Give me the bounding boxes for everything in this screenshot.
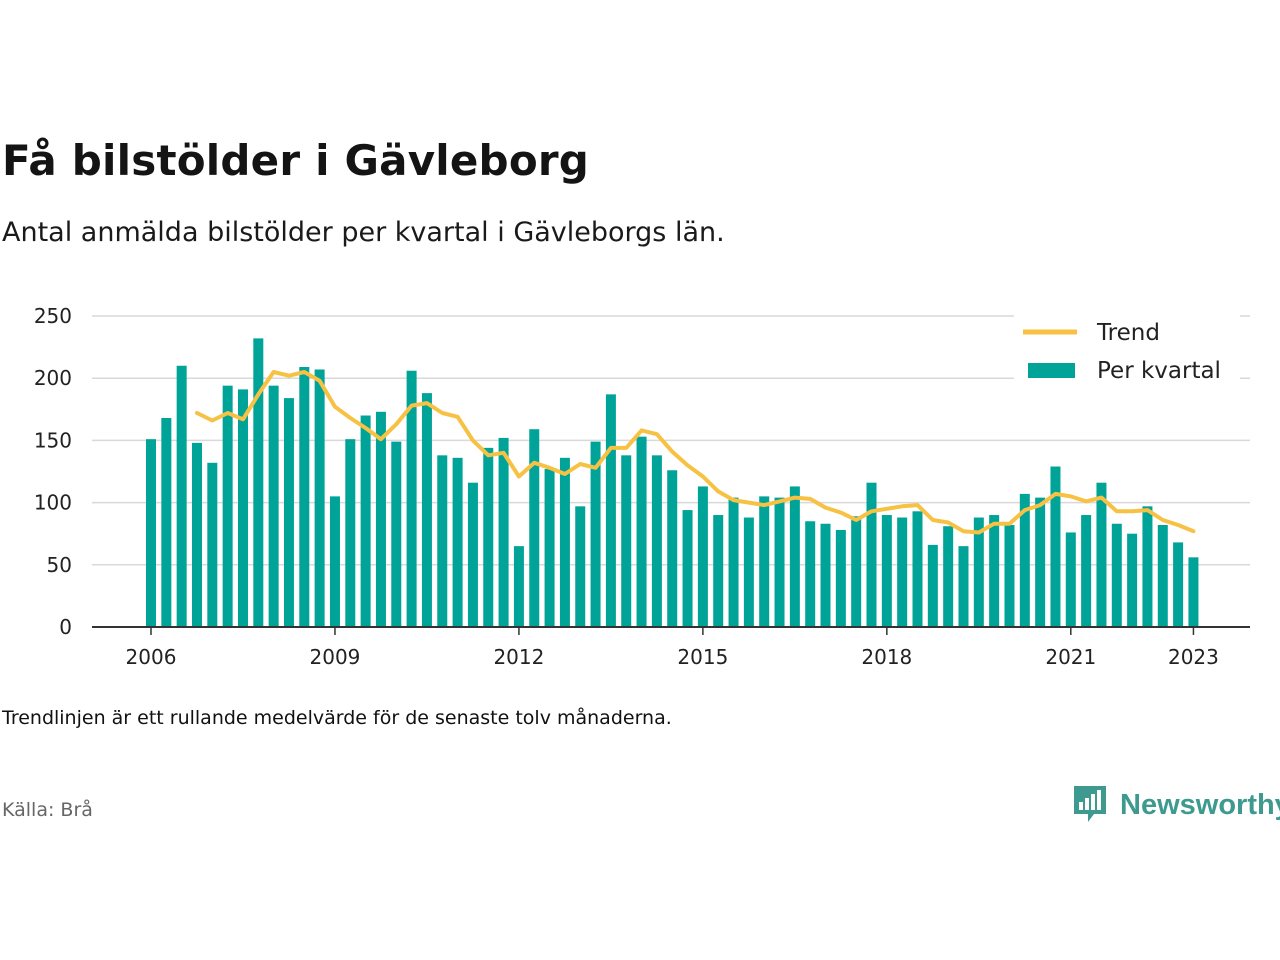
bar: [989, 515, 1000, 627]
bar: [1019, 493, 1030, 627]
bar: [253, 338, 264, 627]
bar: [866, 482, 877, 627]
bar: [774, 497, 785, 627]
bar: [621, 455, 632, 627]
bar-chart-speech-bubble-icon: [1074, 786, 1106, 822]
bar: [191, 442, 202, 627]
bar: [728, 497, 739, 627]
bar: [789, 486, 800, 627]
bar: [851, 516, 862, 627]
bar: [207, 462, 218, 627]
y-tick-label: 200: [34, 366, 72, 390]
bar: [743, 517, 754, 627]
bar: [943, 526, 954, 627]
bar: [529, 429, 540, 627]
bar: [299, 367, 310, 627]
bar: [1004, 524, 1015, 627]
bar: [697, 486, 708, 627]
bar: [452, 457, 463, 627]
bar: [927, 544, 938, 627]
bar: [820, 523, 831, 627]
bar: [897, 517, 908, 627]
bar: [498, 437, 509, 627]
bar: [1142, 506, 1153, 627]
bar: [667, 470, 678, 627]
bar: [1065, 532, 1076, 627]
bar: [345, 439, 356, 627]
bar: [406, 370, 417, 627]
trend-line: [195, 370, 1196, 535]
bar: [314, 369, 325, 627]
bar: [391, 441, 402, 627]
x-tick-label: 2023: [1168, 645, 1219, 669]
bar: [467, 482, 478, 627]
bar: [283, 398, 294, 627]
brand-name: Newsworthy: [1120, 788, 1280, 821]
bar: [835, 529, 846, 627]
bar-line-chart: 0 50 100 150 200 250 2006 2009 2012 2015 2018 2021 2…: [34, 304, 1250, 669]
bar: [544, 469, 555, 627]
x-tick-label: 2012: [493, 645, 544, 669]
bar: [176, 365, 187, 627]
y-tick-label: 150: [34, 428, 72, 452]
x-tick-label: 2006: [126, 645, 177, 669]
legend-background: [1014, 314, 1240, 396]
bar: [1035, 497, 1046, 627]
chart-footnote: Trendlinjen är ett rullande medelvärde f…: [2, 707, 672, 729]
bar: [1096, 482, 1107, 627]
bar: [651, 455, 662, 627]
bar: [1157, 524, 1168, 627]
y-tick-label: 0: [59, 615, 72, 639]
y-tick-label: 50: [47, 553, 72, 577]
bar: [682, 510, 693, 627]
bar: [759, 496, 770, 627]
bar: [912, 511, 923, 627]
page-subtitle: Antal anmälda bilstölder per kvartal i G…: [2, 217, 725, 248]
bar: [1050, 466, 1061, 627]
bar: [237, 389, 248, 627]
bar: [559, 457, 570, 627]
bar: [421, 393, 432, 627]
bar: [575, 506, 586, 627]
bar: [483, 447, 494, 627]
bar: [1111, 523, 1122, 627]
bar: [161, 418, 172, 627]
source-label: Källa: Brå: [2, 799, 93, 821]
bar: [360, 415, 371, 627]
bar: [973, 517, 984, 627]
bar: [222, 385, 233, 627]
legend-bar-swatch: [1028, 363, 1075, 378]
x-tick-label: 2018: [861, 645, 912, 669]
bar: [636, 436, 647, 627]
bar: [1173, 542, 1184, 627]
legend: Trend Per kvartal: [1014, 314, 1240, 396]
bar: [713, 515, 724, 627]
bar: [329, 496, 340, 627]
y-tick-label: 100: [34, 491, 72, 515]
x-tick-label: 2015: [677, 645, 728, 669]
brand-logo[interactable]: Newsworthy: [1072, 784, 1280, 826]
bar: [1081, 515, 1092, 627]
x-tick-label: 2021: [1045, 645, 1096, 669]
x-tick-label: 2009: [310, 645, 361, 669]
bar: [437, 455, 448, 627]
legend-trend-label: Trend: [1096, 320, 1160, 346]
bar: [805, 521, 816, 627]
bar: [268, 385, 279, 627]
bar: [146, 439, 156, 627]
bar: [1188, 557, 1199, 627]
bar: [513, 546, 524, 627]
legend-bar-label: Per kvartal: [1097, 358, 1221, 384]
page-title: Få bilstölder i Gävleborg: [2, 136, 590, 185]
bar: [605, 394, 616, 627]
y-tick-label: 250: [34, 304, 72, 328]
bar: [1127, 533, 1138, 627]
bar: [590, 441, 601, 627]
bar: [881, 515, 892, 627]
bar: [958, 546, 969, 627]
bar: [375, 411, 386, 627]
